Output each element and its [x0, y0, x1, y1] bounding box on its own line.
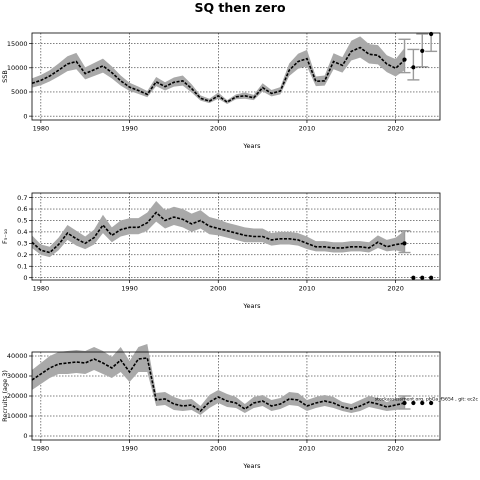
recruits-forecast-point [429, 400, 434, 406]
y-tick-label: 0.2 [17, 251, 27, 259]
recruits-x-axis-label: Years [242, 462, 261, 470]
fbar-estimate-line [31, 211, 405, 254]
x-tick-label: 2010 [299, 285, 316, 293]
y-tick-label: 0.1 [17, 262, 27, 270]
y-tick-label: 10000 [7, 64, 28, 72]
x-tick-label: 2010 [299, 445, 316, 453]
fbar-panel: 1980 1990 2000 2010 2020 0 0.1 0.2 0.3 0.4 0.5 0.6 0… [1, 192, 441, 310]
y-tick-label: 0.5 [17, 217, 27, 225]
ssb-estimate-line [31, 46, 406, 104]
recruits-forecast-point [420, 400, 425, 406]
x-tick-label: 1990 [121, 125, 138, 133]
x-tick-label: 2020 [387, 285, 404, 293]
x-tick-label: 2000 [210, 445, 227, 453]
y-tick-label: 15000 [7, 40, 28, 48]
recruits-forecast-point [411, 400, 416, 406]
y-tick-label: 5000 [11, 88, 28, 96]
ssb-y-axis-label: SSB [1, 70, 9, 83]
fbar-forecast-point [402, 241, 407, 246]
recruits-panel: 1980 1990 2000 2010 2020 0 10000 20000 30000 4000… [1, 344, 441, 470]
fbar-forecast-point [429, 275, 434, 280]
x-tick-label: 2000 [210, 285, 227, 293]
ssb-forecast-point [411, 65, 416, 70]
x-tick-label: 2020 [387, 445, 404, 453]
ssb-confidence-band [32, 36, 405, 105]
ssb-forecast-point [429, 31, 434, 37]
x-tick-label: 1980 [33, 445, 50, 453]
y-tick-label: 0.6 [17, 205, 27, 213]
x-tick-label: 1980 [33, 285, 50, 293]
y-tick-label: 40000 [7, 352, 28, 360]
x-tick-label: 1990 [121, 445, 138, 453]
figure-title: SQ then zero [194, 0, 286, 15]
y-tick-label: 10000 [7, 412, 28, 420]
ssb-forecast-point [402, 57, 407, 62]
fbar-forecast-point [411, 275, 416, 280]
ssb-panel: 1980 1990 2000 2010 2020 0 5000 10000 15000 Years… [1, 31, 441, 150]
y-tick-label: 0.4 [17, 228, 27, 236]
ssb-axes-frame [31, 32, 441, 121]
x-tick-label: 2020 [387, 125, 404, 133]
y-tick-label: 30000 [7, 372, 28, 380]
ssb-forecast-point [420, 48, 425, 53]
y-tick-label: 0 [23, 112, 27, 120]
fbar-forecast-point [420, 275, 425, 280]
x-tick-label: 1980 [33, 125, 50, 133]
y-tick-label: 0.7 [17, 194, 27, 202]
recruits-estimate-line [31, 357, 405, 413]
ssb-x-axis-label: Years [242, 142, 261, 150]
y-tick-label: 20000 [7, 392, 28, 400]
y-tick-label: 0 [23, 274, 27, 282]
y-tick-label: 0 [23, 432, 27, 440]
recruits-confidence-band [32, 344, 405, 415]
fbar-x-axis-label: Years [242, 302, 261, 310]
fbar-axes-frame [31, 192, 441, 281]
x-tick-label: 1990 [121, 285, 138, 293]
fbar-y-axis-label: F₅₋₁₀ [1, 229, 9, 244]
y-tick-label: 0.3 [17, 240, 27, 248]
recruits-y-axis-label: Recruits (age 3) [1, 370, 9, 422]
x-tick-label: 2000 [210, 125, 227, 133]
x-tick-label: 2010 [299, 125, 316, 133]
source-note: stockassessment.org, pbGa_f5654 , git: e… [375, 397, 479, 403]
recruits-forecast-point [402, 400, 407, 406]
